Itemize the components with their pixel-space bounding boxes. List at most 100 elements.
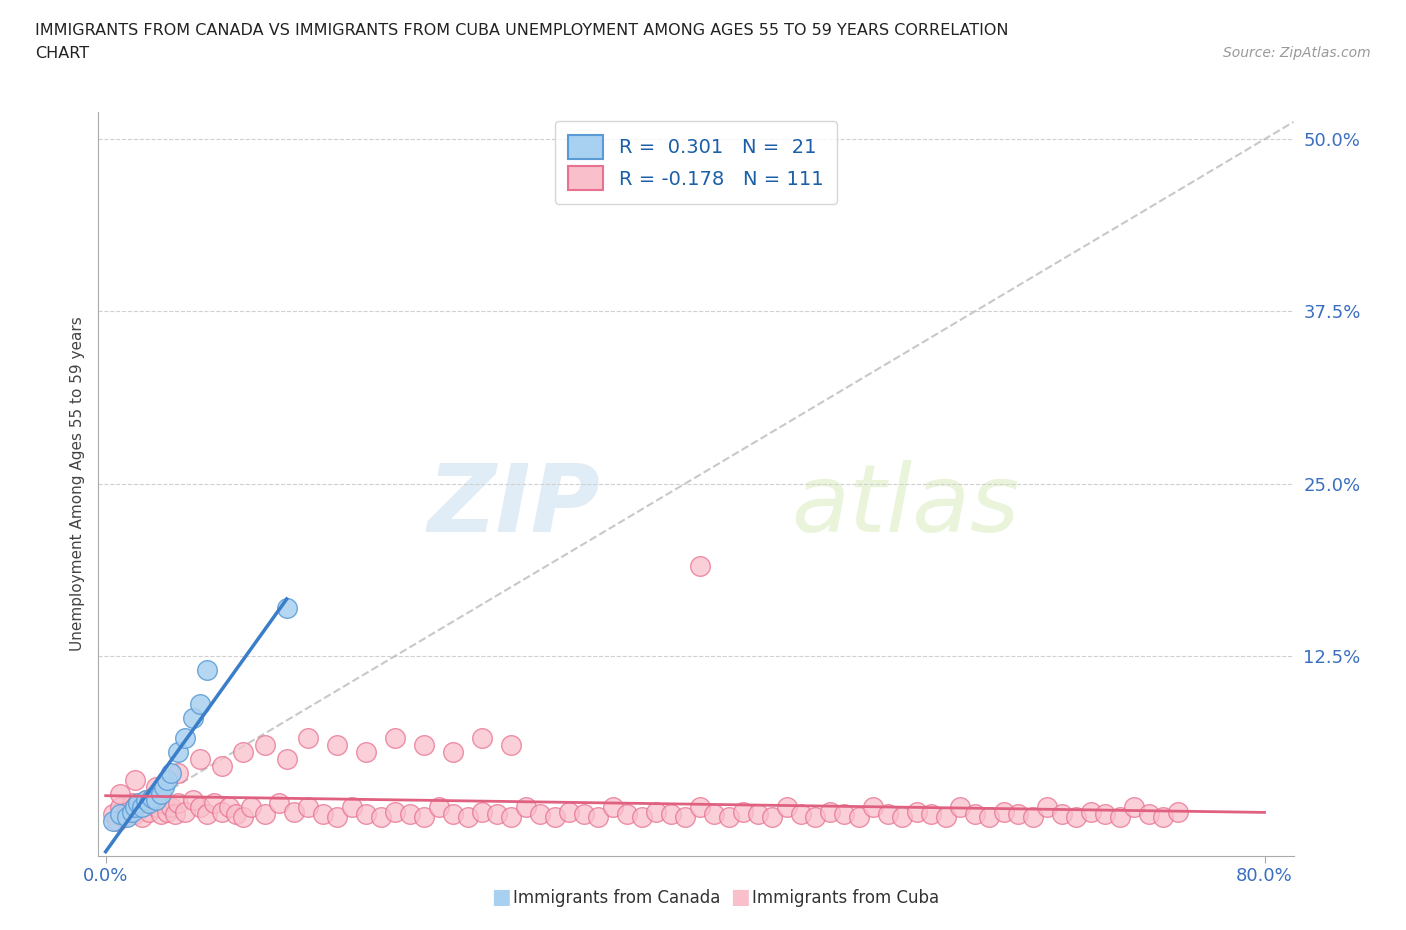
Point [1007,807,1029,822]
Point [239,800,262,815]
Point [112,810,135,825]
Point [356,745,378,760]
Point [121,796,143,811]
Point [149,807,172,822]
Point [515,800,537,815]
Point [877,807,900,822]
Point [602,800,624,815]
Point [127,796,149,811]
Point [145,779,167,794]
Point [703,807,725,822]
Point [218,800,240,815]
Point [276,600,298,615]
Point [105,814,128,829]
Point [384,731,406,746]
Point [558,804,581,819]
Point [731,804,754,819]
Point [181,793,204,808]
Point [485,807,508,822]
Point [124,807,146,822]
Point [370,810,392,825]
Point [413,810,436,825]
Point [141,796,163,811]
Point [188,800,211,815]
Point [141,790,163,805]
Point [117,804,139,819]
Point [471,804,494,819]
Point [155,804,177,819]
Point [501,810,523,825]
Point [1108,810,1130,825]
Point [399,807,422,822]
Text: ■: ■ [492,886,519,907]
Point [152,796,174,811]
Point [1167,804,1189,819]
Point [326,810,349,825]
Point [127,800,149,815]
Point [138,804,160,819]
Point [253,737,276,752]
Point [160,765,183,780]
Point [441,745,464,760]
Text: CHART: CHART [35,46,89,61]
Point [891,810,914,825]
Point [135,793,157,808]
Point [804,810,827,825]
Point [630,810,652,825]
Point [645,804,668,819]
Text: IMMIGRANTS FROM CANADA VS IMMIGRANTS FROM CUBA UNEMPLOYMENT AMONG AGES 55 TO 59 : IMMIGRANTS FROM CANADA VS IMMIGRANTS FRO… [35,23,1008,38]
Point [232,810,254,825]
Point [188,751,211,766]
Point [188,697,211,711]
Point [834,807,856,822]
Point [993,804,1015,819]
Point [818,804,841,819]
Point [124,800,146,815]
Point [413,737,436,752]
Point [689,559,711,574]
Point [1123,800,1146,815]
Point [167,745,190,760]
Point [949,800,972,815]
Point [108,786,131,801]
Point [225,807,247,822]
Point [117,810,139,825]
Point [101,814,124,829]
Point [572,807,595,822]
Point [471,731,494,746]
Point [135,793,157,808]
Point [1022,810,1045,825]
Text: Immigrants from Cuba: Immigrants from Cuba [752,889,939,907]
Point [457,810,479,825]
Point [195,662,218,677]
Point [529,807,551,822]
Point [174,804,197,819]
Text: atlas: atlas [792,460,1019,551]
Point [427,800,450,815]
Point [155,773,177,788]
Point [124,773,146,788]
Point [131,800,153,815]
Point [790,807,813,822]
Point [297,800,319,815]
Point [862,800,884,815]
Point [211,759,233,774]
Point [211,804,233,819]
Point [174,731,197,746]
Point [441,807,464,822]
Text: ZIP: ZIP [427,460,600,551]
Point [1050,807,1073,822]
Point [131,810,153,825]
Point [108,807,131,822]
Point [283,804,305,819]
Point [108,800,131,815]
Point [979,810,1001,825]
Point [167,765,190,780]
Point [326,737,349,752]
Point [689,800,711,815]
Point [1152,810,1174,825]
Point [659,807,682,822]
Point [195,807,218,822]
Text: ■: ■ [731,886,758,907]
Legend: R =  0.301   N =  21, R = -0.178   N = 111: R = 0.301 N = 21, R = -0.178 N = 111 [555,121,837,204]
